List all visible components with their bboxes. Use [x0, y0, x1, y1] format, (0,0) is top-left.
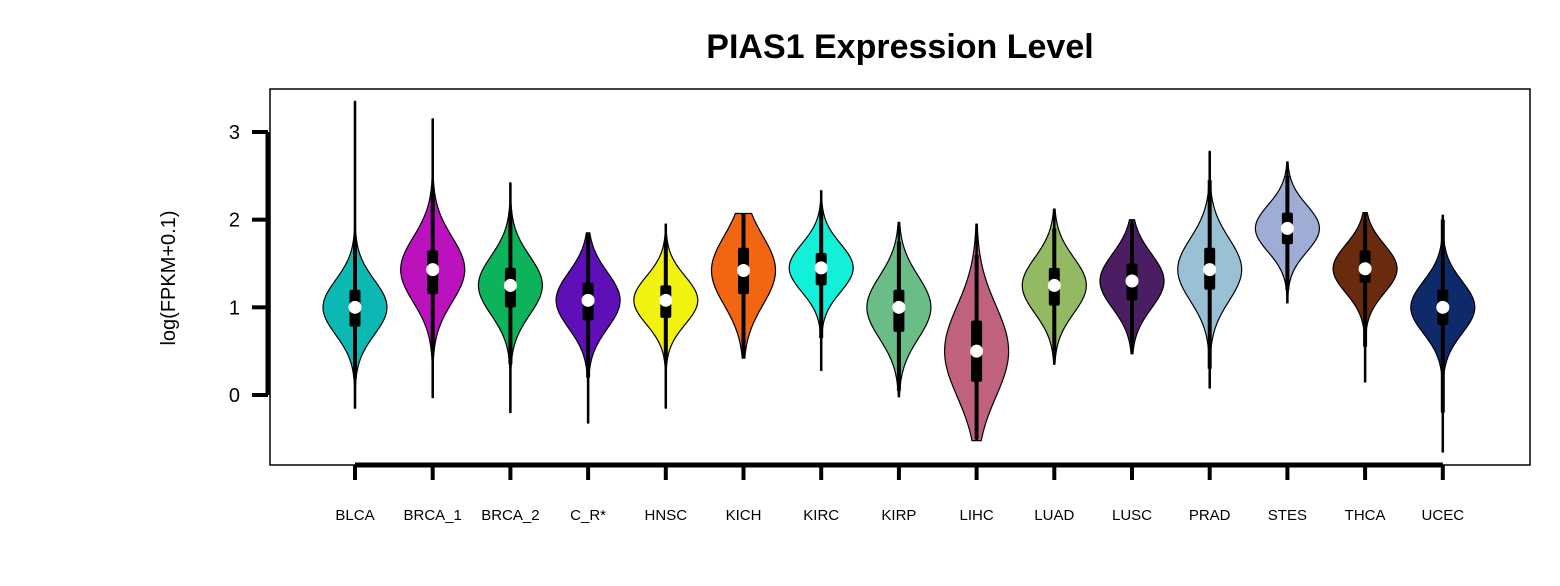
x-tick-label: KIRC: [803, 507, 839, 524]
violin-kich: [710, 212, 777, 359]
violin-median-point: [970, 344, 984, 358]
violin-ucec: [1410, 214, 1476, 453]
violin-kirc: [788, 190, 854, 372]
violin-median-point: [814, 261, 828, 275]
x-tick-label: BRCA_1: [404, 507, 462, 524]
x-tick-label: THCA: [1345, 507, 1386, 524]
violin-median-point: [581, 293, 595, 307]
violin-median-point: [1047, 278, 1061, 292]
x-tick-label: PRAD: [1189, 507, 1231, 524]
y-tick-label: 3: [229, 122, 240, 144]
violin-median-point: [1436, 300, 1450, 314]
violin-median-point: [737, 264, 750, 278]
x-tick-label: LUSC: [1112, 507, 1152, 524]
violin-kirp: [866, 221, 932, 398]
violin-brca-2: [477, 182, 544, 414]
x-tick-label: UCEC: [1422, 507, 1465, 524]
x-tick-label: BRCA_2: [481, 507, 539, 524]
violin-median-point: [892, 300, 906, 314]
violin-thca: [1332, 212, 1398, 383]
violin-median-point: [426, 263, 440, 277]
x-tick-label: KIRP: [881, 507, 916, 524]
x-tick-label: LUAD: [1034, 507, 1074, 524]
violin-prad: [1177, 150, 1243, 389]
chart-title: PIAS1 Expression Level: [706, 28, 1093, 66]
x-axis: BLCA BRCA_1 BRCA_2 C_R* HNSC KICH KIRC KIRP LIHC…: [335, 462, 1465, 524]
x-tick-label: HNSC: [645, 507, 688, 524]
y-axis-label: log(FPKM+0.1): [158, 210, 180, 345]
y-tick-label: 2: [229, 210, 240, 232]
x-tick-label: KICH: [726, 507, 762, 524]
x-tick-label: BLCA: [335, 507, 374, 524]
y-axis: 0 1 2 3: [229, 122, 271, 407]
violin-median-point: [348, 300, 362, 314]
violin-stes: [1254, 161, 1321, 304]
violin-lihc: [943, 223, 1010, 442]
violin-brca-1: [400, 118, 466, 399]
violin-blca: [322, 100, 388, 409]
violin-median-point: [1125, 274, 1139, 288]
violin-c-r-: [555, 232, 621, 424]
x-tick-label: LIHC: [960, 507, 994, 524]
x-tick-label: STES: [1268, 507, 1307, 524]
violin-median-point: [1280, 221, 1294, 235]
violin-lusc: [1099, 219, 1165, 355]
violins-group: [322, 100, 1476, 453]
violin-median-point: [503, 278, 517, 292]
y-tick-label: 0: [229, 385, 240, 407]
violin-luad: [1021, 208, 1087, 365]
violin-median-point: [1358, 262, 1372, 276]
violin-hnsc: [633, 223, 699, 409]
violin-median-point: [659, 293, 673, 307]
y-tick-label: 1: [229, 297, 240, 319]
violin-median-point: [1203, 263, 1217, 277]
x-tick-label: C_R*: [570, 507, 606, 524]
